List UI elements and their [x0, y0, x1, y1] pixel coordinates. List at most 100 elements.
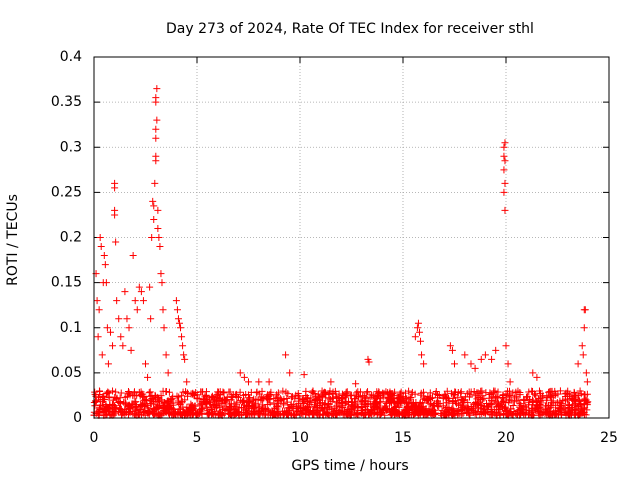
data-point-background: [279, 387, 287, 395]
data-point-background: [372, 399, 380, 407]
data-point-background: [565, 403, 573, 411]
data-point-background: [457, 395, 465, 403]
data-point: [446, 342, 454, 350]
data-point-background: [468, 406, 476, 414]
data-point: [98, 351, 106, 359]
data-point-background: [236, 388, 244, 396]
data-point-background: [299, 396, 307, 404]
data-point-background: [133, 402, 141, 410]
data-point-background: [416, 400, 424, 408]
data-point-background: [521, 396, 529, 404]
data-point-background: [308, 410, 316, 418]
data-point-background: [402, 389, 410, 397]
data-point-background: [214, 388, 222, 396]
data-point-background: [159, 402, 167, 410]
data-point-background: [395, 395, 403, 403]
data-point-background: [352, 389, 360, 397]
data-point-background: [216, 404, 224, 412]
data-point-background: [139, 393, 147, 401]
data-point-background: [452, 407, 460, 415]
data-point: [135, 283, 143, 291]
data-point-background: [363, 389, 371, 397]
data-point-background: [187, 400, 195, 408]
data-point-background: [91, 388, 99, 396]
data-point-background: [103, 389, 111, 397]
data-point-background: [373, 408, 381, 416]
data-point-background: [334, 400, 342, 408]
data-point: [411, 333, 419, 341]
data-point-background: [486, 389, 494, 397]
data-point: [117, 333, 125, 341]
data-point-background: [123, 392, 131, 400]
data-point-background: [557, 401, 565, 409]
data-point-background: [571, 393, 579, 401]
data-point-background: [256, 411, 264, 419]
data-point: [177, 324, 185, 332]
data-point-background: [399, 393, 407, 401]
data-point-background: [431, 390, 439, 398]
data-point-background: [262, 394, 270, 402]
data-point-background: [572, 397, 580, 405]
y-tick-label: 0.2: [60, 230, 82, 246]
data-point: [448, 346, 456, 354]
data-point-background: [215, 397, 223, 405]
data-point-background: [227, 402, 235, 410]
data-point-background: [451, 388, 459, 396]
data-point: [125, 324, 133, 332]
data-point: [115, 315, 123, 323]
data-point-background: [395, 394, 403, 402]
data-point: [153, 85, 161, 93]
data-point-background: [520, 395, 528, 403]
data-point-background: [274, 389, 282, 397]
data-point: [113, 297, 121, 305]
data-point: [102, 279, 110, 287]
data-point: [93, 297, 101, 305]
data-point-background: [294, 407, 302, 415]
data-point-background: [342, 399, 350, 407]
data-point: [580, 324, 588, 332]
data-point-background: [491, 394, 499, 402]
data-point-background: [112, 388, 120, 396]
data-point-background: [392, 403, 400, 411]
data-point-background: [208, 411, 216, 419]
data-point: [127, 346, 135, 354]
data-point: [245, 378, 252, 386]
data-point: [152, 125, 160, 133]
data-point: [415, 328, 423, 336]
data-point-background: [419, 388, 427, 396]
data-point: [164, 369, 172, 377]
data-point-background: [333, 411, 341, 419]
data-point-background: [408, 388, 416, 396]
data-point-background: [262, 406, 270, 414]
data-point-background: [507, 405, 515, 413]
data-point-background: [121, 405, 129, 413]
data-point: [152, 134, 160, 142]
data-point-background: [132, 411, 140, 419]
data-point-background: [302, 408, 310, 416]
data-point-background: [163, 397, 171, 405]
data-point-background: [373, 388, 381, 396]
data-point: [103, 324, 111, 332]
y-tick-label: 0.1: [60, 320, 82, 336]
data-point-background: [314, 411, 322, 419]
data-point-background: [342, 389, 350, 397]
data-point-background: [354, 388, 362, 396]
data-point-background: [151, 392, 159, 400]
data-point: [467, 360, 475, 368]
data-point-background: [570, 388, 578, 396]
data-point: [365, 358, 373, 366]
data-point-background: [208, 392, 216, 400]
plot-frame: [93, 56, 610, 419]
data-point-background: [543, 402, 551, 410]
data-point-background: [241, 406, 249, 414]
data-point: [119, 342, 127, 350]
data-point-background: [321, 401, 329, 409]
data-point-background: [495, 402, 503, 410]
data-point-background: [145, 406, 153, 414]
data-point-background: [513, 411, 521, 419]
data-point: [414, 319, 422, 327]
data-point-background: [137, 402, 145, 410]
data-point-background: [524, 401, 532, 409]
data-point-background: [157, 410, 165, 418]
